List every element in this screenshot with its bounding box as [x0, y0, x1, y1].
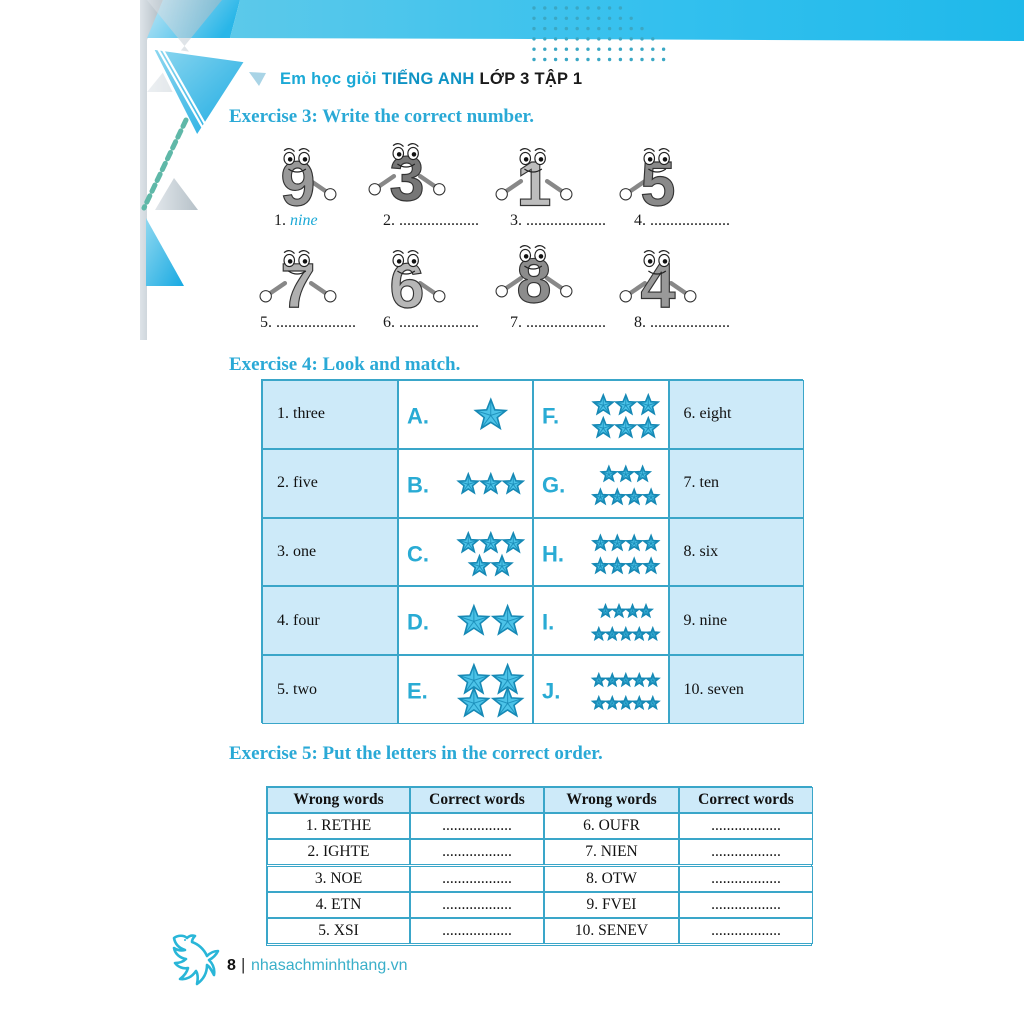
- svg-text:D.: D.: [407, 610, 429, 635]
- svg-text:A.: A.: [407, 403, 429, 428]
- svg-text:F.: F.: [542, 403, 559, 428]
- svg-text:H.: H.: [542, 541, 564, 566]
- svg-text:J.: J.: [542, 679, 560, 704]
- svg-text:I.: I.: [542, 610, 554, 635]
- svg-text:E.: E.: [407, 679, 428, 704]
- svg-text:B.: B.: [407, 472, 429, 497]
- svg-text:C.: C.: [407, 541, 429, 566]
- svg-text:G.: G.: [542, 472, 565, 497]
